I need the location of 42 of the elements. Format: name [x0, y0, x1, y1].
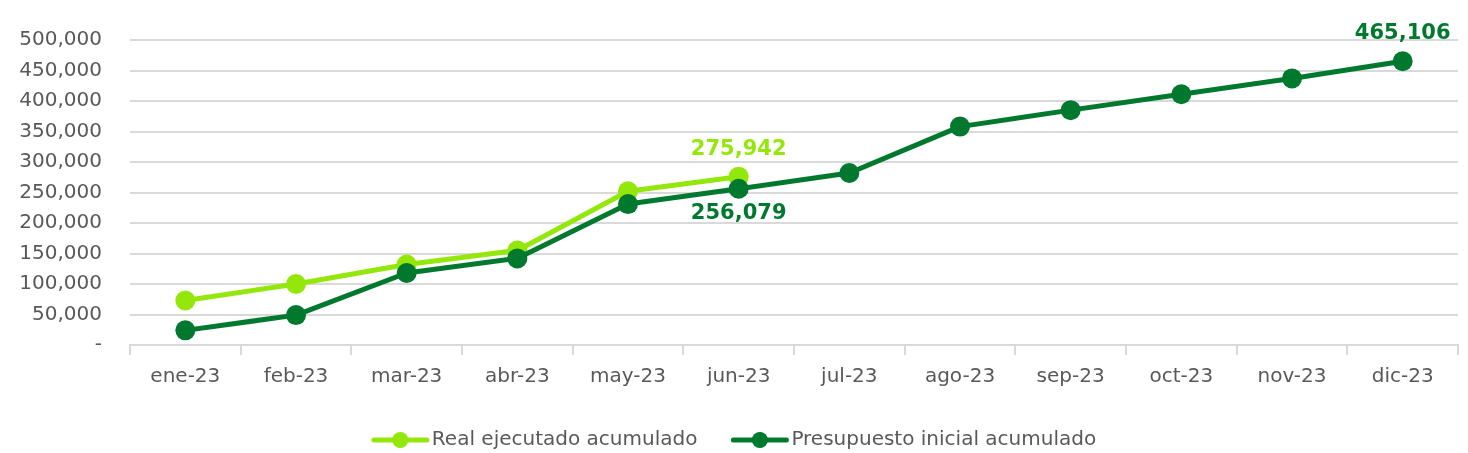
x-tick-label: feb-23 [263, 363, 329, 388]
point [286, 305, 306, 326]
legend-label: Real ejecutado acumulado [431, 426, 698, 451]
y-tick-label: 100,000 [19, 270, 102, 295]
legend-label: Presupuesto inicial acumulado [791, 426, 1097, 451]
point [1282, 68, 1302, 89]
x-tick-label: ene-23 [150, 363, 221, 388]
x-tick-label: jun-23 [705, 363, 771, 388]
point [396, 263, 417, 284]
x-tick-label: may-23 [590, 363, 666, 388]
y-tick-label: 200,000 [19, 209, 102, 234]
y-tick-label: 50,000 [32, 300, 102, 325]
x-tick-label: dic-23 [1371, 363, 1434, 388]
point [175, 320, 196, 341]
x-tick-label: ago-23 [924, 363, 996, 388]
point [950, 116, 970, 137]
point [1392, 51, 1413, 72]
point [618, 194, 638, 215]
point [1171, 84, 1192, 105]
point [507, 248, 528, 269]
point [1060, 100, 1081, 121]
point [728, 178, 749, 199]
data-label: 256,079 [690, 199, 787, 224]
point [175, 290, 196, 311]
x-tick-label: oct-23 [1149, 363, 1214, 388]
y-tick-label: - [94, 331, 102, 356]
x-tick-label: sep-23 [1036, 363, 1105, 388]
y-tick-label: 250,000 [19, 178, 102, 203]
y-tick-label: 500,000 [19, 26, 102, 51]
data-label: 275,942 [690, 135, 787, 160]
point [286, 274, 306, 294]
x-tick-label: nov-23 [1257, 363, 1327, 388]
point [839, 162, 860, 183]
data-label: 465,106 [1354, 20, 1451, 45]
x-tick-label: abr-23 [485, 363, 550, 388]
y-tick-label: 400,000 [19, 87, 102, 112]
y-tick-label: 450,000 [19, 56, 102, 81]
y-tick-label: 350,000 [19, 117, 102, 142]
y-tick-label: 300,000 [19, 148, 102, 173]
x-tick-label: jul-23 [820, 363, 878, 388]
y-tick-label: 150,000 [19, 239, 102, 264]
x-tick-label: mar-23 [370, 363, 443, 388]
